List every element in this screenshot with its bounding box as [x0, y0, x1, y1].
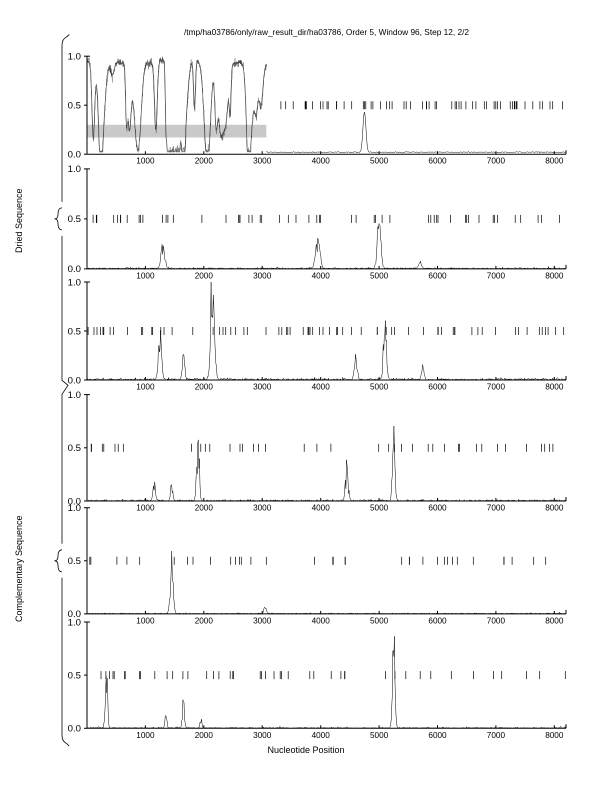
svg-text:0.5: 0.5	[68, 556, 81, 567]
svg-text:0.5: 0.5	[68, 101, 81, 112]
svg-text:0.5: 0.5	[68, 326, 81, 337]
svg-text:0.5: 0.5	[68, 443, 81, 454]
svg-text:6000: 6000	[428, 616, 447, 625]
svg-text:0.5: 0.5	[68, 670, 81, 681]
svg-text:3000: 3000	[253, 731, 272, 740]
svg-text:7000: 7000	[487, 271, 506, 280]
svg-text:4000: 4000	[312, 731, 331, 740]
svg-text:1000: 1000	[136, 157, 155, 166]
svg-text:1.0: 1.0	[68, 617, 81, 628]
svg-text:7000: 7000	[487, 383, 506, 392]
svg-text:5000: 5000	[370, 504, 389, 513]
svg-text:3000: 3000	[253, 271, 272, 280]
svg-text:8000: 8000	[545, 504, 564, 513]
svg-text:8000: 8000	[545, 616, 564, 625]
svg-text:2000: 2000	[195, 504, 214, 513]
svg-text:0.0: 0.0	[68, 150, 81, 161]
svg-text:4000: 4000	[312, 504, 331, 513]
svg-text:7000: 7000	[487, 731, 506, 740]
svg-text:6000: 6000	[428, 383, 447, 392]
svg-text:8000: 8000	[545, 271, 564, 280]
svg-text:0.0: 0.0	[68, 264, 81, 275]
svg-text:6000: 6000	[428, 731, 447, 740]
svg-text:5000: 5000	[370, 157, 389, 166]
svg-text:1.0: 1.0	[68, 52, 81, 63]
svg-text:2000: 2000	[195, 383, 214, 392]
svg-text:3000: 3000	[253, 383, 272, 392]
svg-text:0.0: 0.0	[68, 724, 81, 735]
svg-text:8000: 8000	[545, 157, 564, 166]
svg-text:2000: 2000	[195, 731, 214, 740]
svg-text:4000: 4000	[312, 271, 331, 280]
svg-text:1000: 1000	[136, 504, 155, 513]
svg-text:3000: 3000	[253, 504, 272, 513]
svg-text:5000: 5000	[370, 271, 389, 280]
svg-text:8000: 8000	[545, 731, 564, 740]
svg-text:2000: 2000	[195, 157, 214, 166]
svg-text:5000: 5000	[370, 731, 389, 740]
svg-text:1.0: 1.0	[68, 277, 81, 288]
svg-text:6000: 6000	[428, 504, 447, 513]
svg-text:4000: 4000	[312, 157, 331, 166]
svg-text:1000: 1000	[136, 731, 155, 740]
svg-text:1.0: 1.0	[68, 164, 81, 175]
svg-text:5000: 5000	[370, 383, 389, 392]
svg-text:1000: 1000	[136, 383, 155, 392]
svg-text:1.0: 1.0	[68, 390, 81, 401]
svg-text:6000: 6000	[428, 271, 447, 280]
svg-text:6000: 6000	[428, 157, 447, 166]
svg-text:7000: 7000	[487, 504, 506, 513]
svg-text:1000: 1000	[136, 616, 155, 625]
svg-text:7000: 7000	[487, 616, 506, 625]
svg-text:4000: 4000	[312, 383, 331, 392]
svg-text:1000: 1000	[136, 271, 155, 280]
svg-text:2000: 2000	[195, 271, 214, 280]
svg-text:0.5: 0.5	[68, 214, 81, 225]
svg-text:1.0: 1.0	[68, 503, 81, 514]
svg-text:7000: 7000	[487, 157, 506, 166]
svg-text:5000: 5000	[370, 616, 389, 625]
svg-text:2000: 2000	[195, 616, 214, 625]
svg-text:3000: 3000	[253, 157, 272, 166]
svg-text:3000: 3000	[253, 616, 272, 625]
svg-text:8000: 8000	[545, 383, 564, 392]
svg-text:0.0: 0.0	[68, 375, 81, 386]
svg-text:4000: 4000	[312, 616, 331, 625]
